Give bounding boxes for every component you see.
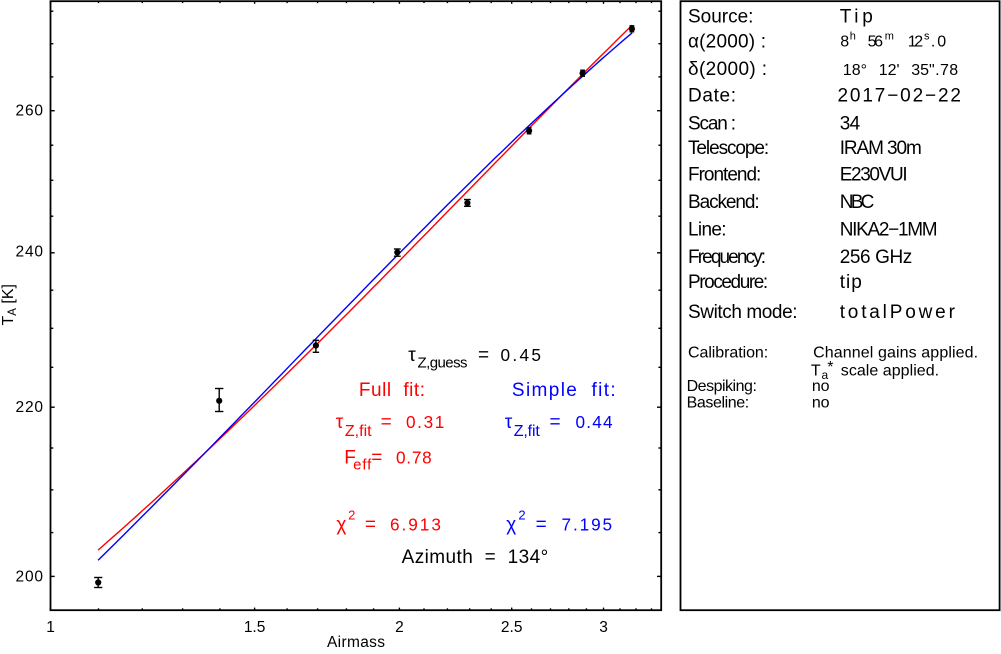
svg-text:Scan :: Scan : [688, 113, 736, 134]
svg-text:0.31: 0.31 [406, 412, 444, 432]
svg-text:*: * [827, 359, 833, 376]
svg-text:200: 200 [16, 569, 44, 586]
svg-text:τ: τ [505, 412, 513, 433]
svg-text:2: 2 [395, 619, 404, 636]
svg-text:a: a [822, 368, 829, 382]
svg-text:=: = [365, 515, 376, 536]
svg-text:Full fit:: Full fit: [359, 380, 425, 401]
svg-text:Z,fit: Z,fit [514, 423, 541, 440]
svg-text:χ: χ [336, 515, 346, 536]
svg-text:Baseline:: Baseline: [687, 395, 750, 412]
svg-text:7.195: 7.195 [562, 515, 613, 535]
svg-text:=: = [381, 412, 392, 433]
svg-text:0.45: 0.45 [501, 345, 541, 365]
svg-text:Procedure:: Procedure: [688, 272, 768, 293]
svg-text:Switch mode:: Switch mode: [688, 302, 798, 323]
svg-text:Line:: Line: [688, 219, 727, 240]
svg-text:δ(2000) :: δ(2000) : [688, 59, 767, 80]
svg-text:Frontend:: Frontend: [688, 165, 761, 186]
svg-text:Backend:: Backend: [688, 192, 760, 213]
svg-text:0.44: 0.44 [576, 412, 613, 432]
svg-text:NIKA2−1MM: NIKA2−1MM [840, 219, 938, 240]
svg-text:α(2000) :: α(2000) : [688, 32, 766, 53]
svg-text:35": 35" [911, 62, 934, 79]
svg-text:34: 34 [840, 113, 861, 134]
svg-text:m: m [885, 31, 894, 43]
svg-text:260: 260 [16, 103, 44, 120]
svg-text:2017−02−22: 2017−02−22 [838, 85, 962, 106]
svg-text:12: 12 [908, 34, 923, 51]
svg-text:=: = [550, 412, 561, 433]
svg-text:Simple fit:: Simple fit: [512, 380, 616, 401]
svg-text:τ: τ [408, 345, 416, 366]
svg-text:Date:: Date: [688, 85, 736, 106]
svg-text:18°: 18° [843, 62, 867, 79]
svg-text:totalPower: totalPower [840, 302, 956, 323]
svg-text:Azimuth = 134°: Azimuth = 134° [402, 547, 549, 568]
svg-text:E230VUI: E230VUI [840, 165, 908, 186]
svg-text:no: no [812, 378, 830, 395]
svg-text:no: no [812, 395, 830, 412]
svg-text:IRAM 30m: IRAM 30m [840, 138, 922, 159]
svg-text:s: s [924, 31, 930, 43]
svg-text:scale applied.: scale applied. [841, 362, 939, 379]
svg-text:Source:: Source: [688, 7, 753, 28]
svg-text:eff: eff [353, 457, 372, 474]
svg-text:Calibration:: Calibration: [688, 345, 768, 362]
svg-text:T: T [811, 362, 821, 379]
svg-text:220: 220 [16, 399, 44, 416]
svg-text:F: F [344, 448, 356, 469]
svg-text:Channel gains applied.: Channel gains applied. [813, 345, 978, 362]
svg-text:=: = [478, 345, 489, 366]
svg-text:=: = [371, 448, 382, 469]
svg-text:56: 56 [868, 34, 883, 51]
svg-text:1: 1 [46, 619, 55, 636]
svg-text:6.913: 6.913 [390, 515, 441, 535]
svg-text:Telescope:: Telescope: [688, 138, 769, 159]
svg-text:χ: χ [506, 515, 516, 536]
svg-text:Despiking:: Despiking: [687, 378, 757, 395]
svg-text:.0: .0 [931, 34, 946, 51]
svg-text:0.78: 0.78 [396, 448, 432, 468]
svg-text:2: 2 [348, 508, 355, 523]
svg-text:tip: tip [840, 272, 862, 293]
svg-text:256 GHz: 256 GHz [840, 247, 913, 268]
svg-text:1.5: 1.5 [244, 619, 266, 636]
svg-text:3: 3 [599, 619, 608, 636]
svg-text:Tip: Tip [840, 7, 873, 28]
svg-text:12': 12' [879, 62, 900, 79]
svg-text:TA [K]: TA [K] [0, 284, 19, 325]
svg-text:.78: .78 [935, 62, 958, 79]
svg-text:NBC: NBC [840, 192, 875, 213]
svg-text:Frequency:: Frequency: [688, 247, 766, 268]
svg-text:Z,guess: Z,guess [418, 355, 468, 372]
svg-text:2.5: 2.5 [501, 619, 523, 636]
svg-text:240: 240 [16, 244, 44, 261]
svg-text:8: 8 [840, 34, 849, 51]
svg-text:2: 2 [518, 508, 525, 523]
svg-text:Airmass: Airmass [327, 634, 385, 649]
svg-text:h: h [850, 31, 856, 43]
svg-text:=: = [536, 515, 547, 536]
svg-text:τ: τ [336, 412, 344, 433]
svg-text:Z,fit: Z,fit [345, 423, 372, 440]
